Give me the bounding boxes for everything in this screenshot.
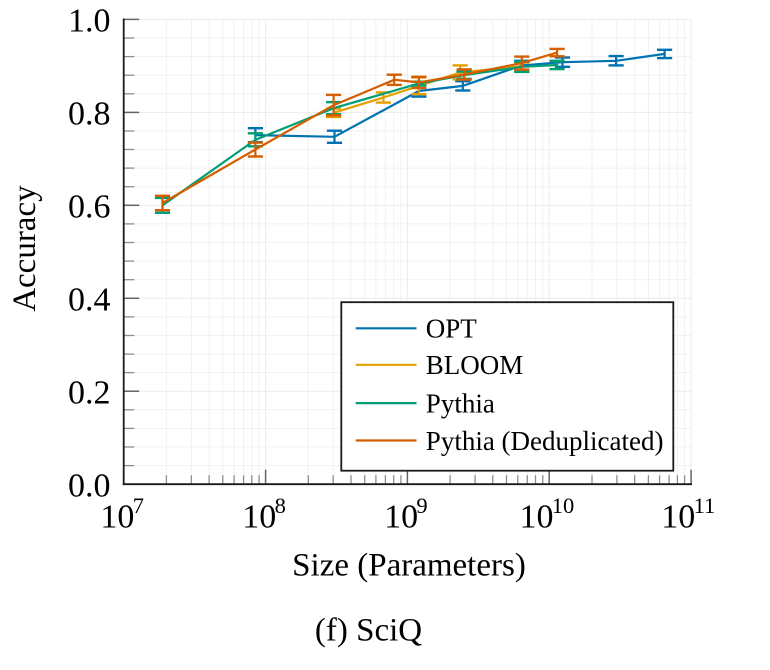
svg-text:10: 10: [661, 499, 695, 536]
svg-text:10: 10: [242, 499, 276, 536]
svg-text:Size (Parameters): Size (Parameters): [292, 548, 526, 584]
svg-text:0.2: 0.2: [68, 374, 111, 411]
svg-text:11: 11: [694, 493, 716, 518]
svg-text:9: 9: [416, 493, 427, 518]
svg-text:0.4: 0.4: [68, 282, 111, 319]
svg-text:Pythia: Pythia: [426, 389, 495, 419]
svg-text:0.0: 0.0: [68, 467, 111, 504]
svg-text:Accuracy: Accuracy: [7, 185, 43, 312]
svg-text:10: 10: [552, 493, 575, 518]
svg-text:10: 10: [384, 499, 418, 536]
svg-text:8: 8: [275, 493, 286, 518]
svg-text:1.0: 1.0: [68, 3, 111, 40]
svg-text:0.8: 0.8: [68, 96, 111, 133]
svg-text:0.6: 0.6: [68, 189, 111, 226]
svg-text:Pythia (Deduplicated): Pythia (Deduplicated): [426, 426, 664, 456]
svg-text:10: 10: [520, 499, 554, 536]
svg-text:OPT: OPT: [426, 314, 478, 344]
svg-text:(f) SciQ: (f) SciQ: [315, 613, 422, 649]
svg-text:10: 10: [100, 499, 134, 536]
svg-text:7: 7: [133, 493, 144, 518]
svg-text:BLOOM: BLOOM: [426, 350, 524, 380]
